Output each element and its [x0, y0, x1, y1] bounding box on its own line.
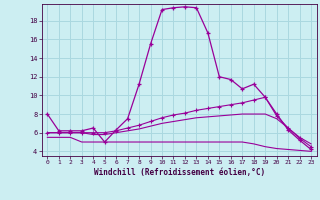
X-axis label: Windchill (Refroidissement éolien,°C): Windchill (Refroidissement éolien,°C)	[94, 168, 265, 177]
